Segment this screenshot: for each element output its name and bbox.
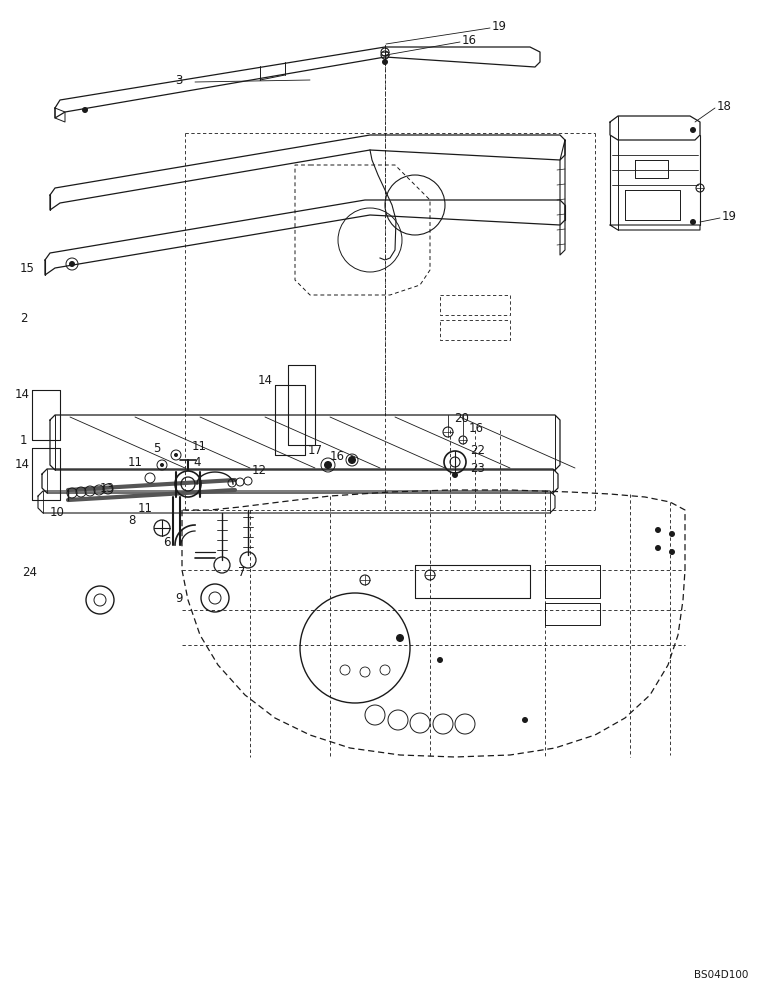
Text: 19: 19: [492, 20, 507, 33]
Circle shape: [669, 549, 675, 555]
Circle shape: [690, 219, 696, 225]
Text: BS04D100: BS04D100: [694, 970, 748, 980]
Text: 23: 23: [470, 462, 485, 475]
Text: 19: 19: [722, 210, 737, 223]
Text: 14: 14: [258, 373, 273, 386]
Text: 8: 8: [128, 514, 136, 526]
Text: 12: 12: [252, 464, 267, 477]
Circle shape: [174, 453, 178, 457]
Text: 11: 11: [138, 502, 153, 514]
Circle shape: [160, 463, 164, 467]
Text: 6: 6: [163, 536, 170, 548]
Text: 10: 10: [50, 506, 65, 518]
Circle shape: [655, 527, 661, 533]
Text: 22: 22: [470, 444, 485, 456]
Text: 20: 20: [454, 412, 469, 424]
Text: 24: 24: [22, 566, 37, 578]
Text: 16: 16: [330, 450, 345, 462]
Text: 11: 11: [128, 456, 143, 470]
Text: 1: 1: [20, 434, 27, 446]
Circle shape: [324, 461, 332, 469]
Text: 14: 14: [15, 458, 30, 472]
Circle shape: [348, 456, 356, 464]
Text: 2: 2: [20, 312, 27, 324]
Text: 17: 17: [308, 444, 323, 456]
Circle shape: [396, 634, 404, 642]
Circle shape: [522, 717, 528, 723]
Circle shape: [690, 127, 696, 133]
Text: 15: 15: [20, 261, 34, 274]
Circle shape: [437, 657, 443, 663]
Text: 9: 9: [175, 591, 183, 604]
Circle shape: [82, 107, 88, 113]
Circle shape: [452, 472, 458, 478]
Text: 16: 16: [469, 422, 484, 434]
Text: 11: 11: [192, 440, 207, 454]
Text: 16: 16: [462, 34, 477, 47]
Text: 5: 5: [153, 442, 161, 454]
Text: 3: 3: [175, 74, 183, 87]
Circle shape: [382, 59, 388, 65]
Text: 13: 13: [100, 482, 115, 494]
Circle shape: [69, 261, 75, 267]
Text: 14: 14: [15, 388, 30, 401]
Circle shape: [655, 545, 661, 551]
Text: 18: 18: [717, 100, 732, 112]
Circle shape: [669, 531, 675, 537]
Text: 7: 7: [238, 566, 245, 578]
Text: 4: 4: [193, 456, 201, 468]
